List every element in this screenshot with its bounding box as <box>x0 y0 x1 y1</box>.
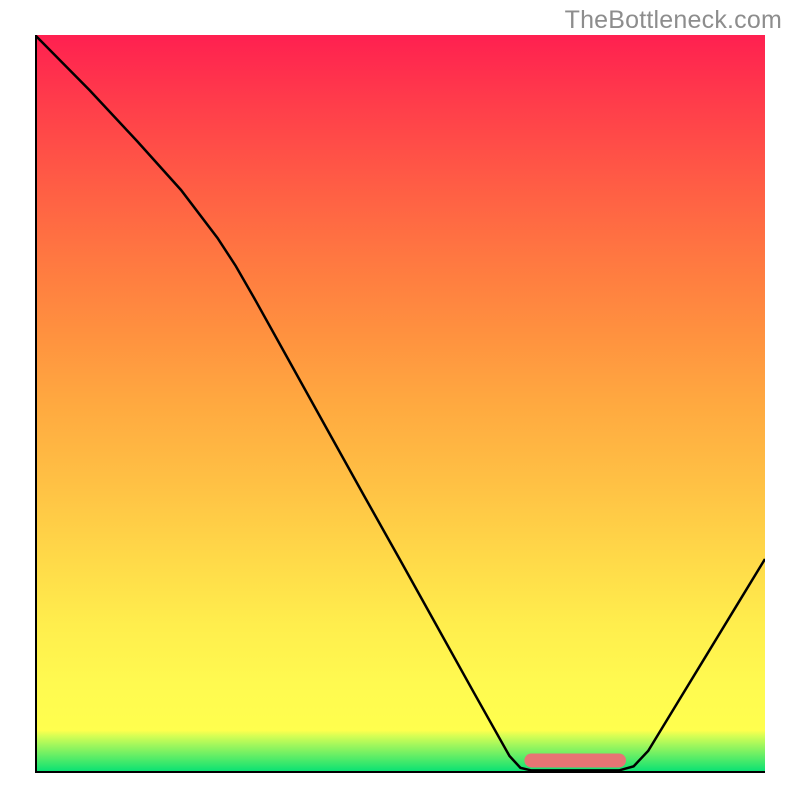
watermark-text: TheBottleneck.com <box>565 6 782 35</box>
plot-area <box>35 35 765 773</box>
chart-frame: TheBottleneck.com <box>0 0 800 800</box>
gradient-background <box>35 35 765 773</box>
